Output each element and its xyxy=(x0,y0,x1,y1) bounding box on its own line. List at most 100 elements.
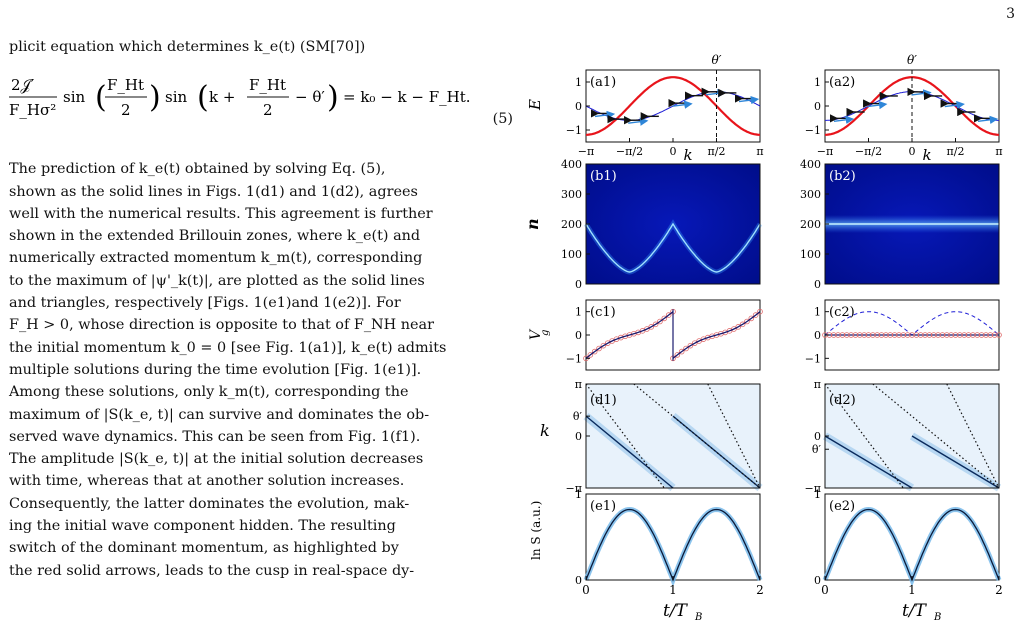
panel-a1-arrow-blue xyxy=(705,89,726,98)
panel-c1-marker xyxy=(739,321,746,328)
panel-c1-marker xyxy=(752,312,759,318)
panel-c2-marker xyxy=(948,332,954,338)
panel-c1-marker xyxy=(687,342,694,349)
panel-c2-marker xyxy=(922,332,928,338)
body-line: multiple solutions during the time evolu… xyxy=(9,361,422,378)
body-line: switch of the dominant momentum, as high… xyxy=(9,540,399,557)
panel-a1-xtick: −π/2 xyxy=(616,145,643,158)
panel-a2-xtick: π xyxy=(995,145,1002,158)
equation-number: (5) xyxy=(492,111,513,128)
panel-c2-marker xyxy=(952,332,959,338)
ylabel-a: E xyxy=(526,99,544,111)
body-line: Among these solutions, only k_m(t), corr… xyxy=(9,384,409,401)
body-line: served wave dynamics. This can be seen f… xyxy=(9,428,421,445)
panel-e2-ytick: 0 xyxy=(814,574,821,587)
body-line: well with the numerical results. This ag… xyxy=(9,205,433,222)
panel-c1-marker xyxy=(691,340,698,346)
body-line: shown as the solid lines in Figs. 1(d1) … xyxy=(9,183,418,200)
equation-5: 2𝒥′ F_Hσ² sin ( F_Ht 2 ) sin ( k + F_Ht … xyxy=(9,72,513,136)
panel-a2-arrow-blue xyxy=(833,115,855,125)
panel-d1-band xyxy=(585,415,674,489)
panel-c2-marker xyxy=(996,332,1002,338)
panel-d2-band xyxy=(824,435,913,489)
panel-e2-xtick: 1 xyxy=(908,583,916,597)
panel-a2-ytick: −1 xyxy=(805,124,821,137)
panel-c1-marker xyxy=(674,352,681,358)
eq-arg1-num: F_Ht xyxy=(107,76,144,94)
panel-a1-arrow-blue xyxy=(672,100,693,109)
body-line: The prediction of k_e(t) obtained by sol… xyxy=(9,161,386,178)
panel-e1-xtick: 0 xyxy=(582,583,590,597)
panel-a2-arrow-blue xyxy=(911,89,932,98)
eq-arg1-den: 2 xyxy=(121,101,131,119)
ylabel-d: k xyxy=(540,421,550,440)
panel-c1-marker xyxy=(744,318,750,325)
eq-frac1-den: F_Hσ² xyxy=(9,101,56,119)
eq-rhs: = k₀ − k − F_Ht. xyxy=(343,88,471,106)
body-line: shown in the extended Brillouin zones, w… xyxy=(9,228,421,245)
panel-c2-ytick: 0 xyxy=(814,329,821,342)
panel-c2-marker xyxy=(900,332,907,338)
panel-e1-xtick: 2 xyxy=(756,583,764,597)
body-line: numerically extracted momentum k_m(t), c… xyxy=(9,250,423,267)
panel-e1-label: (e1) xyxy=(590,499,616,514)
panel-c2-marker xyxy=(891,332,898,338)
panel-c2-marker xyxy=(896,332,902,338)
panel-c2-marker xyxy=(939,332,946,338)
panel-d1-dotted xyxy=(707,383,761,489)
panel-c2-marker xyxy=(856,332,863,338)
ylabel-c-sub: g xyxy=(540,330,551,336)
panel-e1-xlabel: t/T xyxy=(663,601,689,621)
panel-c2-marker xyxy=(904,332,911,338)
panel-c2-marker xyxy=(861,332,867,338)
panel-c2-marker xyxy=(943,332,950,338)
panel-a1-label: (a1) xyxy=(590,75,616,90)
panel-a1-ytick: 1 xyxy=(575,76,582,89)
eq-sin-2: sin xyxy=(165,88,187,106)
panel-e2-xtick: 0 xyxy=(821,583,829,597)
panel-c1-marker xyxy=(644,326,650,332)
panel-c1-marker xyxy=(661,315,668,322)
panel-d1-heatmap xyxy=(586,384,760,488)
panel-c2-marker xyxy=(978,332,985,338)
panel-c1-curve xyxy=(672,311,761,359)
panel-b2-ytick: 400 xyxy=(800,158,821,171)
panel-b2-ytick: 0 xyxy=(814,278,821,291)
panel-d2-dotted xyxy=(872,383,1000,489)
text-column: plicit equation which determines k_e(t) … xyxy=(9,36,513,582)
panel-a2-arrow-blue xyxy=(944,100,965,110)
panel-e2-xtick: 2 xyxy=(995,583,1003,597)
panel-a2-xlabel: k xyxy=(922,146,931,164)
panel-d2-ytick: 0 xyxy=(814,430,821,443)
panel-a2-xtick: −π xyxy=(817,145,833,158)
intro-line: plicit equation which determines k_e(t) … xyxy=(9,39,366,55)
eq-arg2-num: F_Ht xyxy=(249,76,286,94)
panel-a1-arrow-blue xyxy=(628,117,649,126)
body-line: with time, whereas that at another solut… xyxy=(9,473,405,490)
ylabel-c: V xyxy=(528,328,544,340)
eq-sin-1: sin xyxy=(63,88,85,106)
panel-c2-marker xyxy=(974,332,981,338)
panel-c1-marker xyxy=(665,312,672,318)
panel-c2-marker xyxy=(965,332,972,338)
panel-d1-label: (d1) xyxy=(590,393,617,408)
figure-1: θ′ (a1) 1 0 −1 −π −π/2 0 π/2 π k θ′ (a2) 1 0 −1 −π −π/2 0 π… xyxy=(523,53,1003,623)
panel-c2-marker xyxy=(878,332,885,338)
panel-a1-xtick: π xyxy=(756,145,763,158)
panel-c2-marker xyxy=(991,332,998,338)
panel-c1-marker xyxy=(757,308,763,315)
panel-c2-marker xyxy=(961,332,968,338)
panel-c1-marker xyxy=(652,321,659,328)
panel-a2-xtick: π/2 xyxy=(947,145,965,158)
panel-c2-marker xyxy=(848,332,854,338)
panel-c2-marker xyxy=(835,332,841,338)
panel-a2-label: (a2) xyxy=(829,75,855,90)
panel-c2-marker xyxy=(874,332,881,338)
panel-b1-ytick: 300 xyxy=(561,188,582,201)
panel-d1-ytick: 0 xyxy=(575,430,582,443)
panel-d2-label: (d2) xyxy=(829,393,856,408)
panel-a1-xtick: −π xyxy=(578,145,594,158)
panel-a2-theta-label: θ′ xyxy=(907,53,917,67)
panel-c1-marker xyxy=(604,340,611,346)
panel-a2-ytick: 1 xyxy=(814,76,821,89)
